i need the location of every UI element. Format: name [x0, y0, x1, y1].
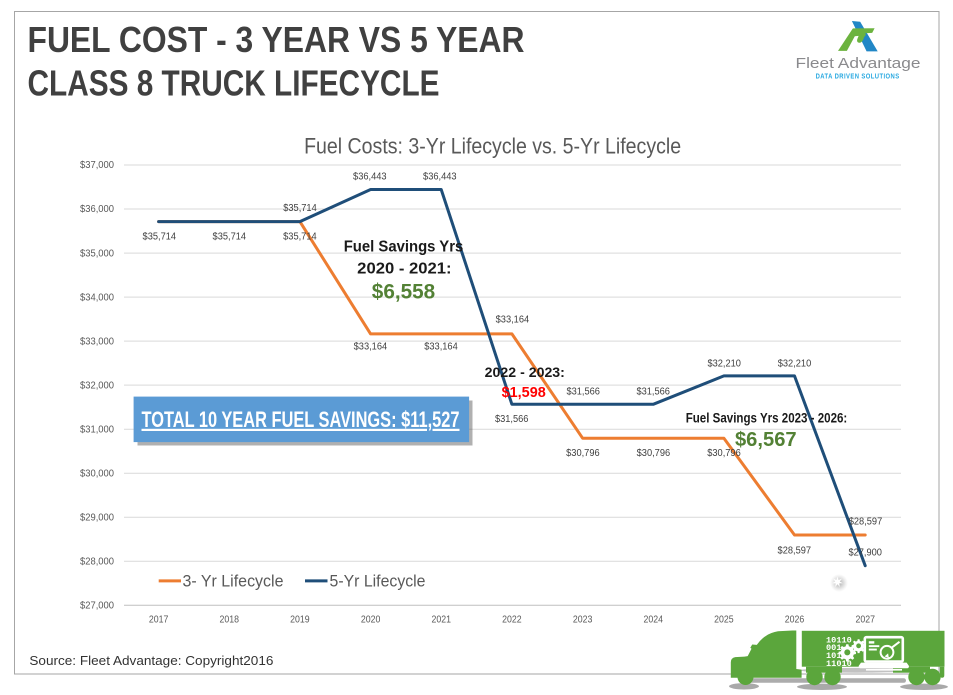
svg-text:$30,796: $30,796: [707, 448, 741, 459]
svg-text:$35,714: $35,714: [213, 232, 247, 243]
svg-text:DATA DRIVEN SOLUTIONS: DATA DRIVEN SOLUTIONS: [816, 74, 900, 81]
svg-text:101: 101: [826, 651, 841, 661]
svg-text:$33,164: $33,164: [354, 342, 388, 353]
svg-text:$31,566: $31,566: [566, 386, 600, 397]
svg-text:$33,000: $33,000: [80, 336, 114, 347]
svg-text:$33,164: $33,164: [496, 314, 530, 325]
svg-text:2018: 2018: [220, 614, 240, 626]
svg-text:11010: 11010: [826, 659, 852, 669]
svg-text:$27,900: $27,900: [848, 547, 882, 558]
svg-text:$34,000: $34,000: [80, 292, 114, 303]
svg-text:$36,443: $36,443: [423, 172, 457, 183]
svg-text:TOTAL 10 YEAR FUEL SAVINGS: $1: TOTAL 10 YEAR FUEL SAVINGS: $11,527: [142, 407, 460, 432]
svg-text:Source: Fleet Advantage: Copyr: Source: Fleet Advantage: Copyright2016: [29, 653, 273, 668]
svg-text:$35,714: $35,714: [143, 232, 177, 243]
svg-text:2022 - 2023:: 2022 - 2023:: [485, 365, 565, 380]
svg-text:2027: 2027: [855, 614, 875, 626]
svg-text:$30,000: $30,000: [80, 468, 114, 479]
svg-text:$30,796: $30,796: [566, 448, 600, 459]
svg-text:$28,000: $28,000: [80, 557, 114, 568]
svg-text:Fuel Savings Yrs: Fuel Savings Yrs: [344, 239, 464, 256]
svg-text:$37,000: $37,000: [80, 160, 114, 171]
svg-text:$36,000: $36,000: [80, 204, 114, 215]
svg-text:Fuel Costs: 3-Yr Lifecycle vs.: Fuel Costs: 3-Yr Lifecycle vs. 5-Yr Life…: [304, 134, 681, 159]
svg-text:$32,210: $32,210: [707, 358, 741, 369]
svg-text:$28,597: $28,597: [849, 517, 883, 528]
svg-text:$33,164: $33,164: [424, 342, 458, 353]
svg-text:10110: 10110: [826, 635, 852, 645]
svg-text:$31,566: $31,566: [636, 386, 670, 397]
svg-text:Fuel Savings Yrs 2023 - 2026:: Fuel Savings Yrs 2023 - 2026:: [686, 410, 848, 425]
svg-text:$27,000: $27,000: [80, 601, 114, 612]
svg-text:$6,567: $6,567: [735, 428, 797, 451]
svg-text:5-Yr Lifecycle: 5-Yr Lifecycle: [330, 573, 426, 591]
svg-text:2017: 2017: [149, 614, 169, 626]
svg-text:$1,598: $1,598: [502, 384, 546, 401]
svg-text:FUEL COST - 3 YEAR VS 5 YEAR: FUEL COST - 3 YEAR VS 5 YEAR: [28, 19, 525, 60]
svg-text:2023: 2023: [573, 614, 593, 626]
svg-text:2019: 2019: [290, 614, 310, 626]
svg-text:$35,714: $35,714: [283, 232, 317, 243]
svg-text:001: 001: [826, 643, 841, 653]
svg-text:2024: 2024: [643, 614, 663, 626]
svg-text:$36,443: $36,443: [353, 172, 387, 183]
svg-text:$31,566: $31,566: [495, 414, 529, 425]
svg-text:2025: 2025: [714, 614, 734, 626]
svg-text:$35,000: $35,000: [80, 248, 114, 259]
svg-text:$31,000: $31,000: [80, 424, 114, 435]
svg-text:$30,796: $30,796: [637, 448, 671, 459]
svg-text:$6,558: $6,558: [372, 279, 435, 303]
svg-text:2026: 2026: [785, 614, 805, 626]
svg-text:CLASS 8 TRUCK LIFECYCLE: CLASS 8 TRUCK LIFECYCLE: [28, 62, 440, 103]
svg-text:2020 - 2021:: 2020 - 2021:: [357, 260, 451, 277]
svg-text:2021: 2021: [431, 614, 451, 626]
svg-text:2020: 2020: [361, 614, 381, 626]
svg-text:$32,210: $32,210: [778, 358, 812, 369]
svg-text:$28,597: $28,597: [778, 546, 812, 557]
svg-text:2022: 2022: [502, 614, 522, 626]
svg-text:$32,000: $32,000: [80, 380, 114, 391]
svg-text:3- Yr Lifecycle: 3- Yr Lifecycle: [183, 573, 284, 591]
svg-text:Fleet Advantage: Fleet Advantage: [796, 55, 921, 72]
svg-text:$29,000: $29,000: [80, 512, 114, 523]
svg-text:$35,714: $35,714: [283, 203, 317, 214]
